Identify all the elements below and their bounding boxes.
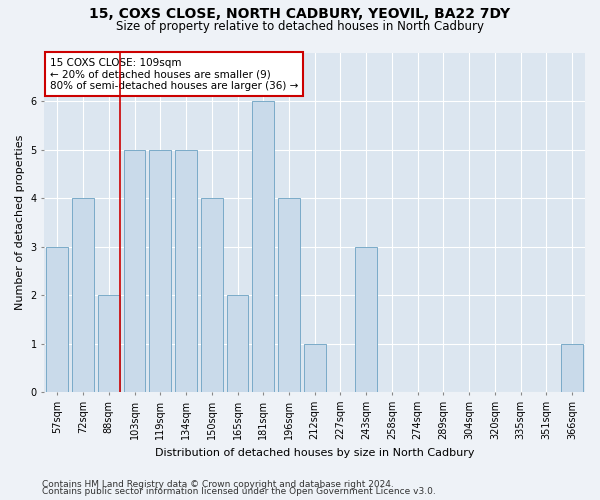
Text: 15, COXS CLOSE, NORTH CADBURY, YEOVIL, BA22 7DY: 15, COXS CLOSE, NORTH CADBURY, YEOVIL, B… <box>89 8 511 22</box>
Text: 15 COXS CLOSE: 109sqm
← 20% of detached houses are smaller (9)
80% of semi-detac: 15 COXS CLOSE: 109sqm ← 20% of detached … <box>50 58 298 91</box>
Bar <box>98 295 120 392</box>
Bar <box>227 295 248 392</box>
Y-axis label: Number of detached properties: Number of detached properties <box>15 134 25 310</box>
Text: Contains HM Land Registry data © Crown copyright and database right 2024.: Contains HM Land Registry data © Crown c… <box>42 480 394 489</box>
Bar <box>278 198 300 392</box>
Bar <box>124 150 145 392</box>
Bar <box>72 198 94 392</box>
Bar <box>355 246 377 392</box>
Bar <box>175 150 197 392</box>
Text: Size of property relative to detached houses in North Cadbury: Size of property relative to detached ho… <box>116 20 484 33</box>
Bar <box>201 198 223 392</box>
X-axis label: Distribution of detached houses by size in North Cadbury: Distribution of detached houses by size … <box>155 448 475 458</box>
Bar <box>561 344 583 392</box>
Bar <box>304 344 326 392</box>
Text: Contains public sector information licensed under the Open Government Licence v3: Contains public sector information licen… <box>42 488 436 496</box>
Bar <box>253 101 274 392</box>
Bar <box>149 150 171 392</box>
Bar <box>46 246 68 392</box>
